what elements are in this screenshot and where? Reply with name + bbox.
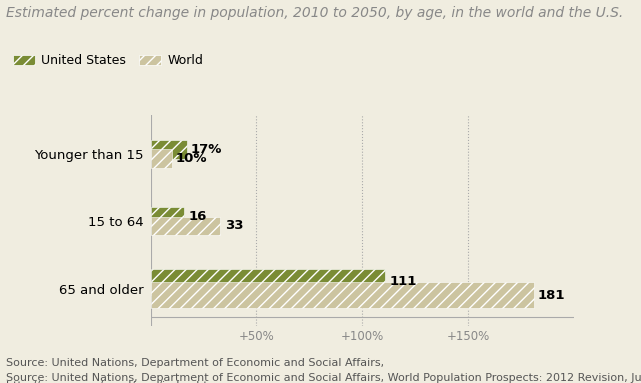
Bar (151, 149, 172, 168)
Legend: United States, World: United States, World (13, 54, 203, 67)
Bar (151, 269, 385, 295)
Bar (151, 207, 185, 226)
Text: 181: 181 (538, 289, 565, 302)
Text: Source: United Nations, Department of Economic and Social Affairs,: Source: United Nations, Department of Ec… (6, 358, 388, 368)
Bar (151, 216, 221, 236)
Text: 10%: 10% (176, 152, 208, 165)
Text: Estimated percent change in population, 2010 to 2050, by age, in the world and t: Estimated percent change in population, … (6, 6, 624, 20)
Text: Source: United Nations, Department of Economic and Social Affairs, World Populat: Source: United Nations, Department of Ec… (6, 373, 641, 383)
Text: http://esa.un.org/unpd/wpp/index.htm: http://esa.un.org/unpd/wpp/index.htm (6, 381, 219, 383)
Text: 17%: 17% (191, 143, 222, 156)
Bar (151, 283, 533, 308)
Text: 16: 16 (188, 210, 207, 223)
Text: 33: 33 (225, 219, 243, 232)
Text: 111: 111 (390, 275, 417, 288)
Bar (151, 140, 187, 159)
